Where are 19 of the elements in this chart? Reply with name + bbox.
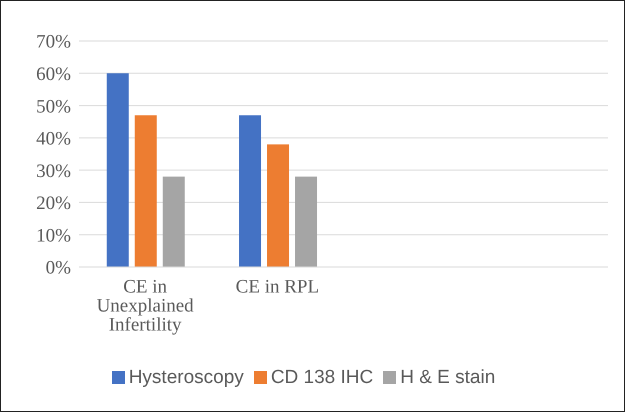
y-tick-label: 70% xyxy=(36,32,72,53)
legend-label: Hysteroscopy xyxy=(128,367,244,388)
y-tick-label: 20% xyxy=(36,193,72,214)
legend-label: CD 138 IHC xyxy=(270,367,374,388)
y-tick-label: 0% xyxy=(46,258,72,279)
bar xyxy=(239,115,262,267)
bar xyxy=(162,176,185,267)
bar xyxy=(267,144,290,267)
y-tick-label: 30% xyxy=(36,160,72,182)
y-tick-label: 10% xyxy=(36,225,72,246)
x-tick-label: CE in Unexplained Infertility xyxy=(96,276,194,336)
legend-label: H & E stain xyxy=(400,367,496,388)
y-tick-label: 40% xyxy=(36,128,72,150)
bar xyxy=(134,115,157,267)
bar xyxy=(106,73,129,267)
x-tick-label: CE in RPL xyxy=(236,276,320,298)
bar xyxy=(295,176,318,267)
y-tick-label: 50% xyxy=(36,96,72,118)
y-tick-label: 60% xyxy=(36,64,72,86)
